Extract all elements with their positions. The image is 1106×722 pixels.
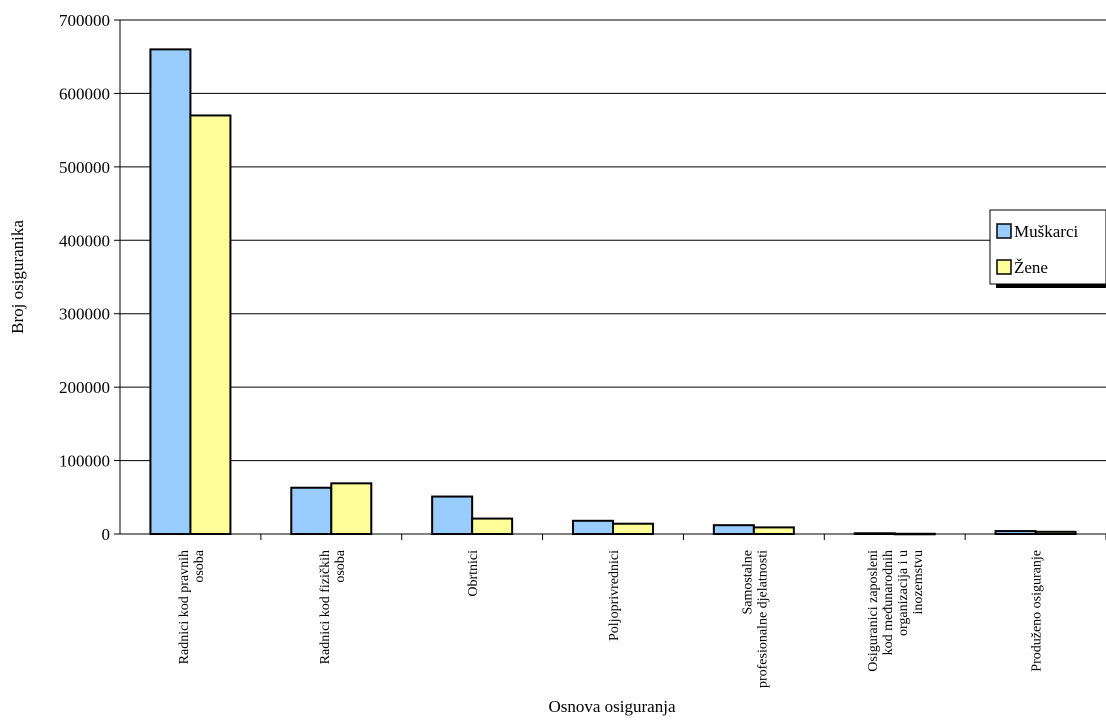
x-tick-label: Obrtnici (466, 550, 481, 597)
legend-label-zene: Žene (1014, 258, 1048, 277)
bar-zene (752, 526, 795, 535)
bar-muskarci (431, 495, 474, 535)
x-tick-label: Osiguranici zaposleni kod međunarodnih org… (866, 550, 926, 672)
y-tick-labels: 0 100000 200000 300000 400000 500000 600000 700… (59, 11, 110, 544)
x-tick-label: Radnici kod pravnih osoba (177, 549, 207, 664)
bar-muskarci (149, 48, 192, 535)
y-axis-label: Broj osiguranika (8, 220, 27, 334)
x-tick-label: Radnici kod fizičkih osoba (318, 549, 348, 664)
y-tick-label: 500000 (59, 158, 110, 177)
x-tick-label-line: Radnici kod fizičkih (318, 550, 333, 664)
bar-zene (189, 114, 232, 535)
y-tick-label: 600000 (59, 84, 110, 103)
bars (149, 48, 1077, 536)
x-tick-label: Samostalne profesionalne djelatnosti (740, 550, 770, 688)
legend-shadow (996, 284, 1106, 288)
legend-swatch-muskarci (996, 223, 1012, 239)
y-tick-label: 400000 (59, 231, 110, 250)
y-tick-label: 0 (102, 525, 111, 544)
gridlines (120, 19, 1106, 462)
x-tick-label-line: inozemstvu (911, 550, 926, 615)
y-tick-label: 700000 (59, 11, 110, 30)
x-tick-label-line: kod međunarodnih (881, 550, 896, 655)
bar-zene (612, 522, 654, 535)
legend-label-muskarci: Muškarci (1014, 222, 1078, 241)
x-tick-label-line: Radnici kod pravnih (177, 550, 192, 664)
x-tick-label-line: Poljoprivrednici (607, 550, 622, 641)
x-tick-labels: Radnici kod pravnih osoba Radnici kod fizi… (177, 549, 1045, 688)
bar-muskarci (712, 524, 755, 536)
x-tick-label-line: profesionalne djelatnosti (755, 550, 770, 688)
bar-zene (330, 482, 373, 536)
x-tick-label: Produženo osiguranje (1030, 550, 1045, 672)
y-tick-label: 200000 (59, 378, 110, 397)
bar-muskarci (290, 486, 333, 535)
x-tick-label-line: osoba (333, 549, 348, 582)
bar-muskarci (572, 519, 614, 535)
bar-zene (471, 517, 514, 536)
x-tick-label-line: osoba (192, 549, 207, 582)
legend: Muškarci Žene (989, 209, 1106, 288)
y-tick-label: 100000 (59, 452, 110, 471)
x-tick-label-line: Produženo osiguranje (1030, 550, 1045, 672)
x-tick-label-line: Osiguranici zaposleni (866, 550, 881, 672)
legend-swatch-zene (996, 259, 1012, 275)
axes (114, 19, 1106, 540)
x-tick-label-line: Obrtnici (466, 550, 481, 597)
y-tick-label: 300000 (59, 305, 110, 324)
x-tick-label-line: Samostalne (740, 550, 755, 615)
x-tick-label: Poljoprivrednici (607, 550, 622, 641)
x-axis-label: Osnova osiguranja (548, 697, 675, 716)
x-tick-label-line: organizacija i u (896, 550, 911, 636)
